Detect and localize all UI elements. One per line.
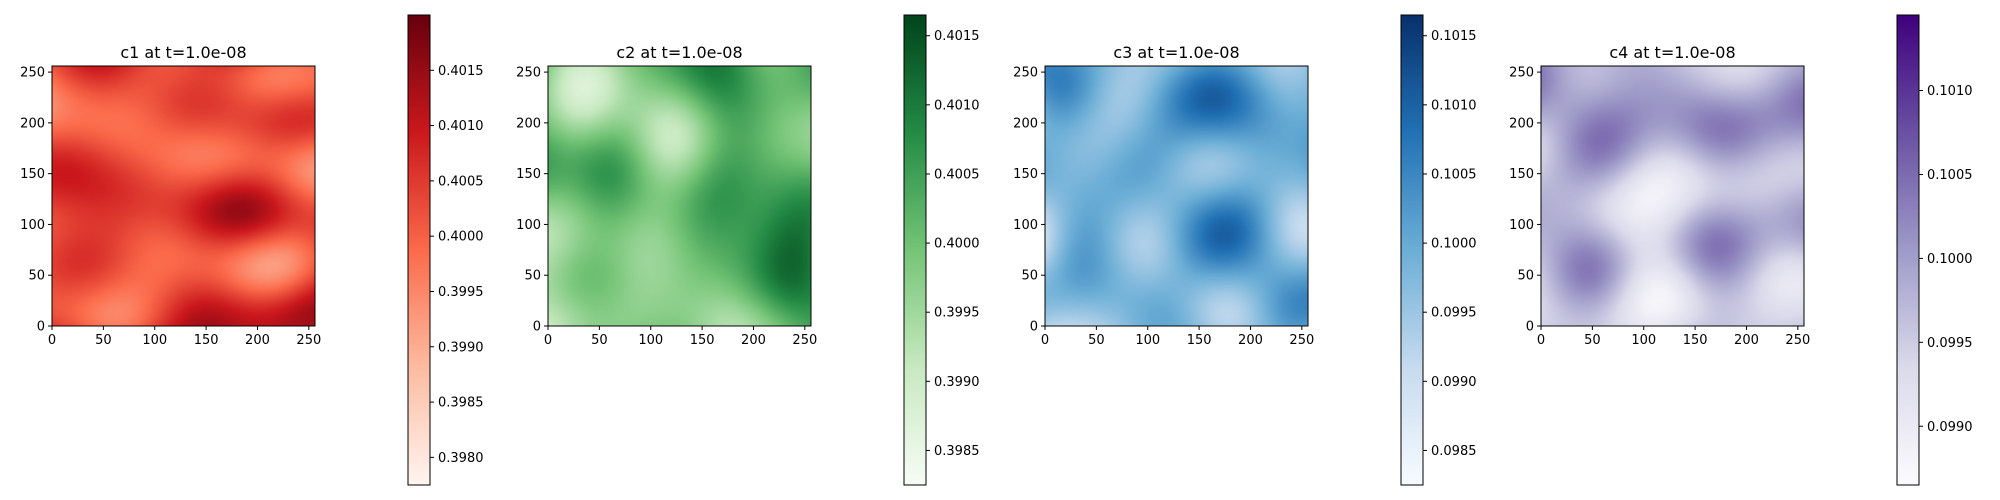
x-tick-label: 200: [1734, 333, 1759, 348]
colorbar-tick-label: 0.3990: [438, 340, 484, 355]
y-tick-label: 0: [1526, 320, 1534, 335]
colorbar: [407, 14, 431, 486]
colorbar: [1896, 14, 1920, 486]
x-tick-label: 100: [1631, 333, 1656, 348]
plot-frame: [51, 65, 316, 327]
colorbar-tick-label: 0.4000: [438, 230, 484, 245]
colorbar-tick-label: 0.3985: [934, 444, 980, 459]
colorbar-tick-label: 0.0995: [1927, 336, 1973, 351]
chart-title: c1 at t=1.0e-08: [120, 43, 246, 62]
chart-title: c4 at t=1.0e-08: [1609, 43, 1735, 62]
x-tick-label: 200: [741, 333, 766, 348]
y-tick-label: 250: [1013, 66, 1038, 81]
colorbar-tick-label: 0.3995: [934, 306, 980, 321]
x-tick-label: 150: [194, 333, 219, 348]
colorbar-tick-label: 0.4005: [438, 174, 484, 189]
y-tick-label: 150: [20, 167, 45, 182]
x-tick-label: 50: [95, 333, 112, 348]
colorbar: [1400, 14, 1424, 486]
y-tick-label: 150: [516, 167, 541, 182]
x-tick-label: 150: [1187, 333, 1212, 348]
plot-frame: [1540, 65, 1805, 327]
colorbar-tick-label: 0.3985: [438, 396, 484, 411]
colorbar-tick-label: 0.3995: [438, 285, 484, 300]
y-tick-label: 150: [1013, 167, 1038, 182]
y-tick-label: 250: [20, 66, 45, 81]
chart-panel-1: c1 at t=1.0e-08 0 50 100 150 200 250 0 50 100 150 2…: [20, 14, 484, 486]
x-tick-label: 250: [296, 333, 321, 348]
x-tick-label: 250: [1785, 333, 1810, 348]
chart-panel-3: c3 at t=1.0e-08 0 50 100 150 200 250 0 50 100 150 2…: [1013, 14, 1477, 486]
colorbar-tick-label: 0.3980: [438, 451, 484, 466]
colorbar-tick-label: 0.4010: [438, 119, 484, 134]
x-tick-label: 250: [792, 333, 817, 348]
colorbar-tick-label: 0.4015: [438, 64, 484, 79]
chart-panel-4: c4 at t=1.0e-08 0 50 100 150 200 250 0 50 100 150 2…: [1509, 14, 1973, 486]
colorbar-tick-label: 0.0990: [1431, 375, 1477, 390]
y-tick-label: 100: [1013, 218, 1038, 233]
y-tick-label: 50: [28, 269, 45, 284]
y-tick-label: 100: [516, 218, 541, 233]
colorbar-tick-label: 0.0995: [1431, 306, 1477, 321]
x-tick-label: 0: [48, 333, 56, 348]
colorbar-tick-label: 0.1005: [1927, 168, 1973, 183]
colorbar-tick-label: 0.4015: [934, 29, 980, 44]
y-tick-label: 50: [1021, 269, 1038, 284]
x-tick-label: 0: [544, 333, 552, 348]
y-tick-label: 200: [20, 116, 45, 131]
colorbar-tick-label: 0.3990: [934, 375, 980, 390]
x-tick-label: 100: [142, 333, 167, 348]
y-tick-label: 200: [1013, 116, 1038, 131]
heatmap-image: [548, 66, 811, 326]
x-tick-label: 100: [1135, 333, 1160, 348]
chart-panel-2: c2 at t=1.0e-08 0 50 100 150 200 250 0 50 100 150 2…: [516, 14, 980, 486]
y-tick-label: 50: [1517, 269, 1534, 284]
colorbar-tick-label: 0.0985: [1431, 444, 1477, 459]
x-tick-label: 100: [638, 333, 663, 348]
y-tick-label: 0: [533, 320, 541, 335]
x-tick-label: 50: [591, 333, 608, 348]
chart-title: c2 at t=1.0e-08: [616, 43, 742, 62]
colorbar-tick-label: 0.0990: [1927, 420, 1973, 435]
plot-frame: [1044, 65, 1309, 327]
heatmap-image: [1541, 66, 1804, 326]
y-tick-label: 0: [1030, 320, 1038, 335]
plot-frame: [547, 65, 812, 327]
x-tick-label: 150: [690, 333, 715, 348]
colorbar-tick-label: 0.1005: [1431, 167, 1477, 182]
x-tick-label: 50: [1584, 333, 1601, 348]
colorbar-tick-label: 0.4010: [934, 98, 980, 113]
colorbar-tick-label: 0.1000: [1927, 252, 1973, 267]
y-tick-label: 200: [516, 116, 541, 131]
y-tick-label: 0: [37, 320, 45, 335]
x-tick-label: 150: [1683, 333, 1708, 348]
x-tick-label: 0: [1537, 333, 1545, 348]
chart-title: c3 at t=1.0e-08: [1113, 43, 1239, 62]
y-tick-label: 100: [1509, 218, 1534, 233]
x-tick-label: 250: [1289, 333, 1314, 348]
x-tick-label: 50: [1088, 333, 1105, 348]
colorbar: [903, 14, 927, 486]
colorbar-tick-label: 0.1015: [1431, 29, 1477, 44]
y-tick-label: 50: [524, 269, 541, 284]
y-tick-label: 250: [1509, 66, 1534, 81]
y-tick-label: 100: [20, 218, 45, 233]
colorbar-tick-label: 0.1000: [1431, 237, 1477, 252]
x-tick-label: 200: [245, 333, 270, 348]
x-tick-label: 200: [1238, 333, 1263, 348]
heatmap-image: [1045, 66, 1308, 326]
heatmap-image: [52, 66, 315, 326]
colorbar-tick-label: 0.4005: [934, 167, 980, 182]
y-tick-label: 150: [1509, 167, 1534, 182]
colorbar-tick-label: 0.4000: [934, 237, 980, 252]
y-tick-label: 250: [516, 66, 541, 81]
colorbar-tick-label: 0.1010: [1927, 84, 1973, 99]
colorbar-tick-label: 0.1010: [1431, 98, 1477, 113]
y-tick-label: 200: [1509, 116, 1534, 131]
x-tick-label: 0: [1041, 333, 1049, 348]
